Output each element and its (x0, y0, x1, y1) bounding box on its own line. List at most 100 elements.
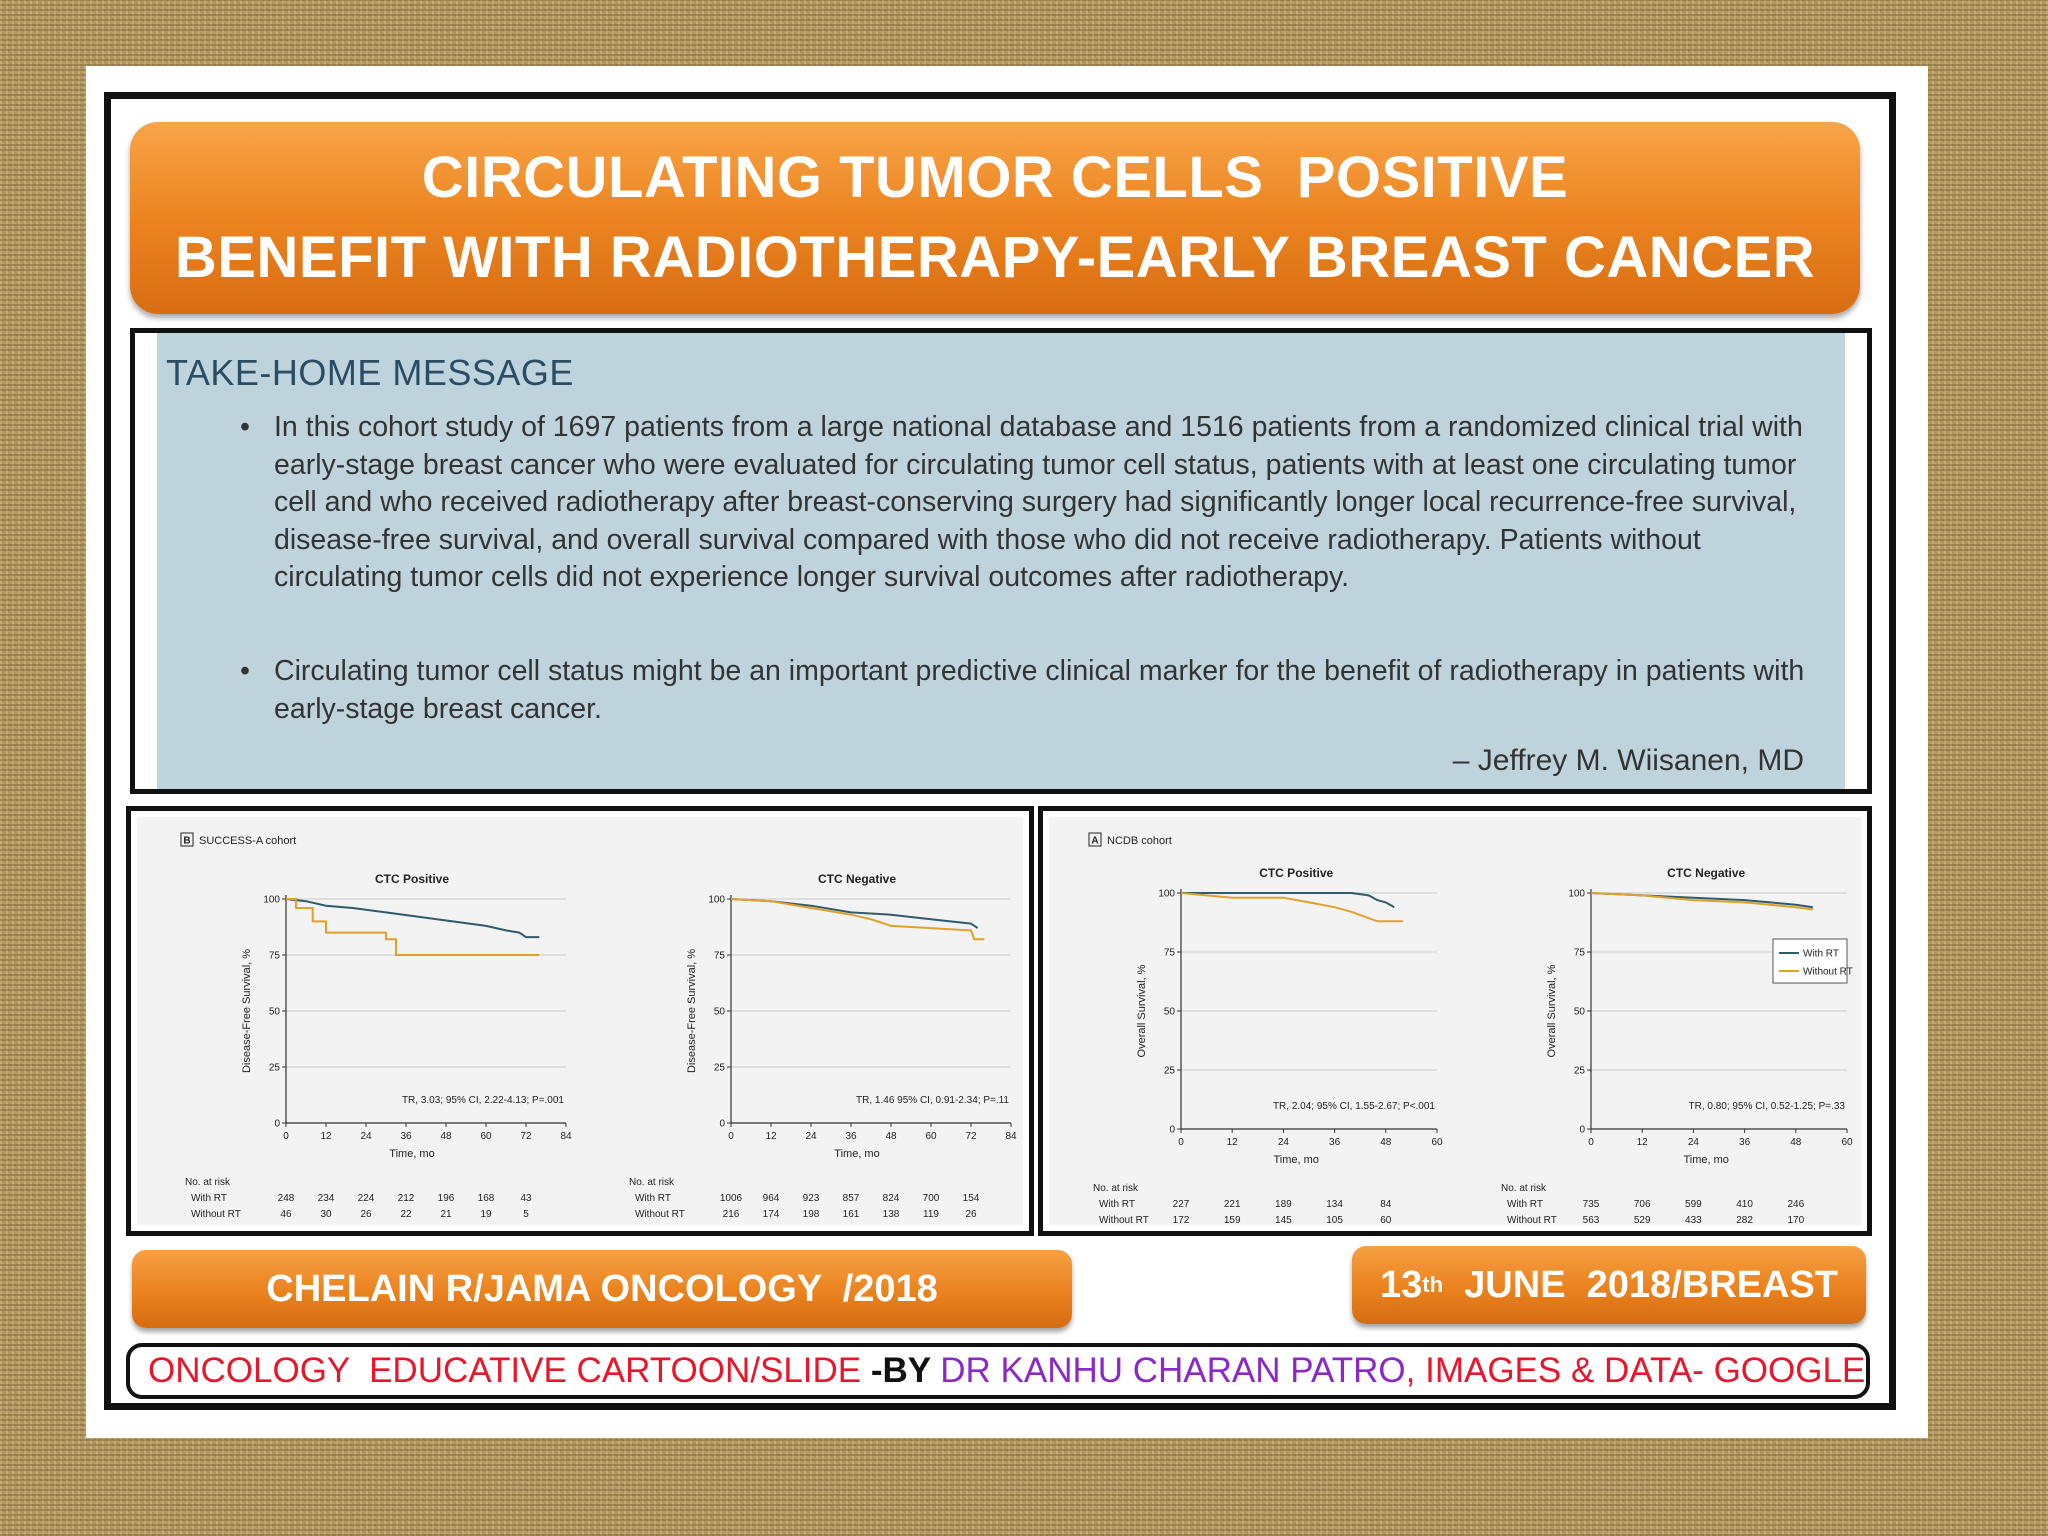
legend-label: Without RT (1803, 967, 1853, 978)
y-tick-label: 25 (714, 1063, 726, 1074)
x-axis-label: Time, mo (389, 1148, 434, 1160)
y-tick-label: 50 (714, 1007, 726, 1018)
credit-by: -BY (870, 1351, 941, 1390)
risk-value: 700 (923, 1193, 940, 1204)
risk-value: 216 (723, 1209, 740, 1220)
risk-row-label: With RT (1099, 1199, 1135, 1210)
date-text: JUNE 2018/BREAST (1443, 1263, 1838, 1306)
risk-row-label: Without RT (191, 1209, 241, 1220)
y-tick-label: 100 (263, 895, 280, 906)
panel-label: B (183, 836, 190, 847)
risk-value: 172 (1173, 1215, 1190, 1226)
chart-title: CTC Negative (1667, 866, 1745, 880)
success-a-panel: B SUCCESS-A cohort CTC Positive 0 25 50 75 100 0… (126, 806, 1034, 1236)
risk-value: 246 (1787, 1199, 1804, 1210)
y-tick-label: 50 (1574, 1007, 1586, 1018)
risk-value: 105 (1326, 1215, 1343, 1226)
risk-value: 84 (1380, 1199, 1392, 1210)
x-tick-label: 60 (1431, 1137, 1443, 1148)
risk-table-header: No. at risk (629, 1177, 675, 1188)
risk-value: 26 (965, 1209, 977, 1220)
risk-value: 563 (1583, 1215, 1600, 1226)
panel-label: A (1091, 836, 1098, 847)
y-tick-label: 25 (1164, 1066, 1176, 1077)
x-tick-label: 36 (1329, 1137, 1341, 1148)
risk-value: 154 (963, 1193, 980, 1204)
risk-value: 227 (1173, 1199, 1190, 1210)
risk-table-header: No. at risk (1501, 1183, 1547, 1194)
risk-value: 22 (400, 1209, 412, 1220)
x-tick-label: 24 (805, 1131, 817, 1142)
ncdb-panel-background (1049, 817, 1861, 1225)
y-tick-label: 75 (714, 951, 726, 962)
y-tick-label: 75 (1574, 948, 1586, 959)
credit-author: DR KANHU CHARAN PATRO (940, 1351, 1406, 1390)
km-chart-1: B SUCCESS-A cohort CTC Positive 0 25 50 75 100 0… (180, 832, 572, 1220)
x-tick-label: 48 (1380, 1137, 1392, 1148)
series-line-with-rt (1181, 892, 1395, 909)
series-line-without-rt (1180, 892, 1403, 923)
x-tick-label: 36 (845, 1131, 857, 1142)
risk-value: 189 (1275, 1199, 1292, 1210)
x-tick-label: 0 (1178, 1137, 1184, 1148)
y-axis-label: Overall Survival, % (1546, 964, 1558, 1057)
risk-value: 964 (763, 1193, 780, 1204)
risk-value: 221 (1224, 1199, 1241, 1210)
risk-value: 923 (803, 1193, 820, 1204)
x-tick-label: 24 (1688, 1137, 1700, 1148)
x-tick-label: 24 (1278, 1137, 1290, 1148)
y-tick-label: 0 (1169, 1125, 1175, 1136)
x-tick-label: 36 (1739, 1137, 1751, 1148)
risk-value: 529 (1634, 1215, 1651, 1226)
risk-value: 145 (1275, 1215, 1292, 1226)
credit-oncology: ONCOLOGY EDUCATIVE CARTOON/SLIDE (148, 1351, 871, 1390)
km-chart-4: CTC Negative 0 25 50 75 100 0 12 24 36 48 60 Time, m… (1501, 866, 1853, 1226)
risk-value: 30 (320, 1209, 332, 1220)
x-tick-label: 0 (728, 1131, 734, 1142)
x-tick-label: 84 (560, 1131, 572, 1142)
y-tick-label: 50 (1164, 1007, 1176, 1018)
risk-value: 410 (1736, 1199, 1753, 1210)
cohort-label: NCDB cohort (1107, 835, 1172, 847)
y-tick-label: 75 (269, 951, 281, 962)
x-tick-label: 24 (360, 1131, 372, 1142)
y-tick-label: 100 (708, 895, 725, 906)
risk-value: 46 (280, 1209, 292, 1220)
risk-value: 196 (438, 1193, 455, 1204)
risk-table-header: No. at risk (1093, 1183, 1139, 1194)
risk-value: 599 (1685, 1199, 1702, 1210)
y-axis-label: Overall Survival, % (1136, 964, 1148, 1057)
x-tick-label: 84 (1005, 1131, 1017, 1142)
x-tick-label: 12 (765, 1131, 777, 1142)
panel-label-box (180, 832, 194, 847)
y-tick-label: 75 (1164, 948, 1176, 959)
risk-table-header: No. at risk (185, 1177, 231, 1188)
risk-value: 5 (523, 1209, 529, 1220)
take-home-heading: TAKE-HOME MESSAGE (166, 352, 574, 393)
y-tick-label: 50 (269, 1007, 281, 1018)
risk-value: 248 (278, 1193, 295, 1204)
km-chart-3: A NCDB cohort CTC Positive 0 25 50 75 100 0 12 24 3… (1088, 832, 1443, 1226)
risk-row-label: Without RT (635, 1209, 685, 1220)
x-axis-label: Time, mo (1273, 1154, 1318, 1166)
chart-title: CTC Positive (1259, 866, 1333, 880)
risk-value: 43 (520, 1193, 532, 1204)
legend-label: With RT (1803, 949, 1839, 960)
credit-source: , IMAGES & DATA- GOOGLE (1405, 1351, 1866, 1390)
risk-value: 198 (803, 1209, 820, 1220)
risk-value: 19 (480, 1209, 492, 1220)
risk-value: 60 (1380, 1215, 1392, 1226)
y-tick-label: 0 (1579, 1125, 1585, 1136)
chart-title: CTC Negative (818, 872, 896, 886)
ncdb-chart-canvas: A NCDB cohort CTC Positive 0 25 50 75 100 0 12 24 3… (1088, 832, 1853, 1226)
risk-value: 1006 (720, 1193, 743, 1204)
y-tick-label: 25 (1574, 1066, 1586, 1077)
date-day: 13 (1380, 1263, 1423, 1306)
risk-row-label: Without RT (1507, 1215, 1557, 1226)
credit-bar: ONCOLOGY EDUCATIVE CARTOON/SLIDE -BY DR … (126, 1343, 1870, 1399)
risk-value: 282 (1736, 1215, 1753, 1226)
date-suffix: th (1422, 1272, 1444, 1297)
x-tick-label: 48 (440, 1131, 452, 1142)
y-tick-label: 100 (1568, 889, 1585, 900)
x-tick-label: 60 (925, 1131, 937, 1142)
